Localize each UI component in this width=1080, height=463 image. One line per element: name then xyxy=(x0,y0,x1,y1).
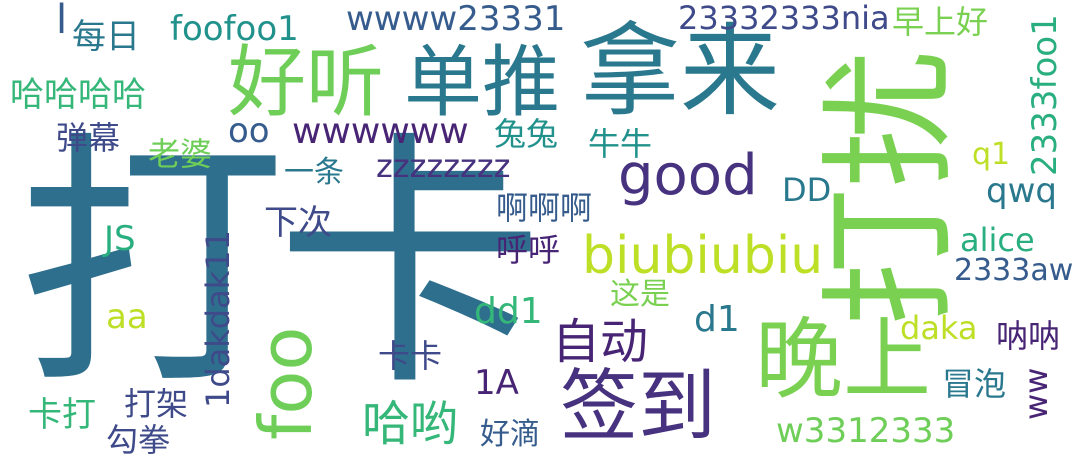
word-meiri: 每日 xyxy=(72,17,140,57)
word-kada: 卡打 xyxy=(28,395,96,435)
word-laopo: 老婆 xyxy=(148,135,213,173)
word-kaka: 卡卡 xyxy=(378,337,443,375)
word-ww: ww xyxy=(1017,367,1055,420)
word-zheshi: 这是 xyxy=(610,277,670,312)
word-danmu: 弹幕 xyxy=(56,119,121,157)
word-foo: foo xyxy=(244,326,328,440)
word-alice: alice xyxy=(960,221,1035,259)
word-xiaci: 下次 xyxy=(264,203,332,243)
word-l: l xyxy=(56,0,68,43)
word-dd: DD xyxy=(782,171,832,209)
word-gouquan: 勾拳 xyxy=(106,421,171,459)
word-aaa: 啊啊啊 xyxy=(496,189,593,227)
word-1a: 1A xyxy=(474,363,519,403)
word-daka: daka xyxy=(900,309,978,347)
word-haoting: 好听 xyxy=(228,38,385,128)
word-dantui: 单推 xyxy=(404,38,561,128)
word-oo: oo xyxy=(228,111,270,151)
word-foofoo1: foofoo1 xyxy=(170,9,299,49)
word-tutu: 兔兔 xyxy=(494,115,559,153)
word-darao: 打扰 xyxy=(810,49,971,326)
word-zidong: 自动 xyxy=(552,314,649,370)
word-23332333nia: 23332333nia xyxy=(678,0,890,37)
word-yitiao: 一条 xyxy=(284,155,344,190)
word-wanshang: 晚上 xyxy=(755,308,932,411)
word-q1: q1 xyxy=(972,137,1011,172)
word-js: JS xyxy=(104,219,136,259)
word-daka-cn: 打卡 xyxy=(18,110,544,422)
word-hahahaha: 哈哈哈哈 xyxy=(10,75,146,115)
word-haodi: 好滴 xyxy=(480,417,540,452)
word-w3312333: w3312333 xyxy=(776,411,956,451)
word-good: good xyxy=(618,143,758,208)
word-huhu: 呼呼 xyxy=(496,231,561,269)
word-zzzzzzzz: zzzzzzzz xyxy=(376,147,511,185)
word-aa: aa xyxy=(106,297,148,337)
word-1dakdak11: 1dakdak11 xyxy=(199,230,237,408)
word-qiandao: 签到 xyxy=(560,362,717,452)
word-maopao: 冒泡 xyxy=(942,365,1007,403)
word-2333aw: 2333aw xyxy=(954,253,1074,288)
word-wwww23331: wwww23331 xyxy=(346,0,566,39)
word-wwwwww: wwwwww xyxy=(292,111,469,152)
word-zaoshanghao: 早上好 xyxy=(892,3,989,41)
word-d1: d1 xyxy=(694,299,740,340)
word-dd1: dd1 xyxy=(474,291,543,332)
word-biubiubiu: biubiubiu xyxy=(582,226,824,286)
word-qwq: qwq xyxy=(986,171,1057,211)
word-haoyo: 哈哟 xyxy=(362,396,459,452)
word-dajia: 打架 xyxy=(124,385,189,423)
word-2333foo1: 2333foo1 xyxy=(1025,14,1065,176)
word-niuniu: 牛牛 xyxy=(588,125,653,163)
word-nalai: 拿来 xyxy=(580,13,780,130)
word-nana: 呐呐 xyxy=(996,317,1061,355)
